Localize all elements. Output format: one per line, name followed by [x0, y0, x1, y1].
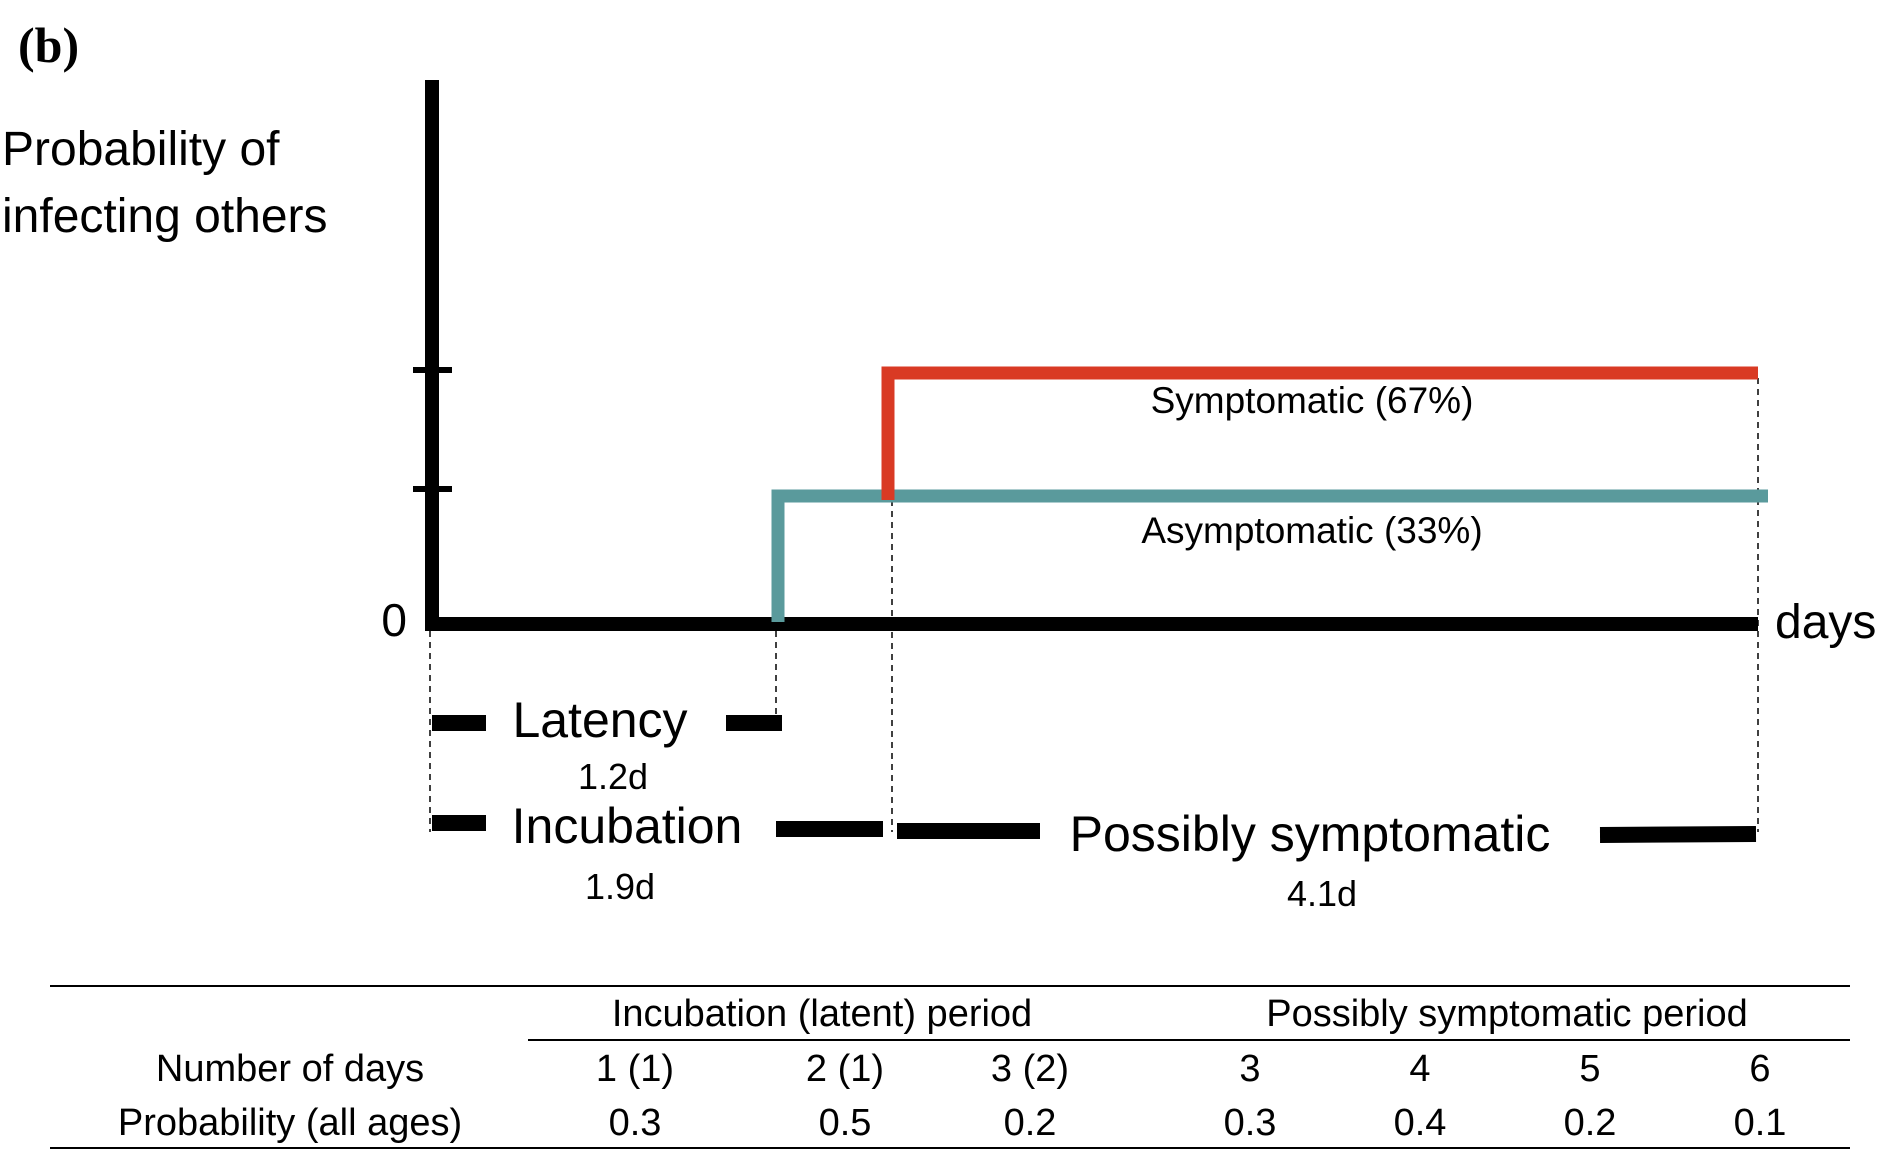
x-axis-zero-label: 0 — [381, 594, 407, 646]
probability-table: Incubation (latent) period Possibly symp… — [50, 985, 1850, 1149]
symptomatic-curve — [881, 366, 1758, 500]
table-cell-days-2: 2 (1) — [806, 1048, 884, 1090]
table-cell-days-6: 5 — [1579, 1048, 1600, 1090]
latency-label: Latency — [512, 692, 687, 748]
incubation-label: Incubation — [512, 798, 743, 854]
table-cell-days-4: 3 — [1239, 1048, 1260, 1090]
table-cell-probability-3: 0.2 — [1004, 1102, 1057, 1144]
table-cell-probability-7: 0.1 — [1734, 1102, 1787, 1144]
table-cell-probability-4: 0.3 — [1224, 1102, 1277, 1144]
y-axis-label-line1: Probability of — [2, 123, 280, 176]
possibly-symptomatic-bar-right — [1599, 826, 1757, 843]
panel-label: (b) — [18, 17, 79, 73]
table-row-label-probability: Probability (all ages) — [118, 1102, 462, 1144]
table-cell-days-1: 1 (1) — [596, 1048, 674, 1090]
table-row-label-days: Number of days — [156, 1048, 424, 1090]
table-cell-probability-2: 0.5 — [819, 1102, 872, 1144]
asymptomatic-curve — [771, 489, 1768, 622]
symptomatic-curve-label: Symptomatic (67%) — [1151, 380, 1474, 421]
table-cell-days-3: 3 (2) — [991, 1048, 1069, 1090]
table-group-header-symptomatic: Possibly symptomatic period — [1266, 993, 1748, 1035]
y-axis-label-line2: infecting others — [2, 190, 328, 243]
possibly-symptomatic-label: Possibly symptomatic — [1070, 806, 1551, 862]
table-cell-probability-6: 0.2 — [1564, 1102, 1617, 1144]
table-cell-probability-1: 0.3 — [609, 1102, 662, 1144]
possibly-symptomatic-duration: 4.1d — [1287, 873, 1357, 914]
latency-duration: 1.2d — [578, 756, 648, 797]
table-group-header-incubation: Incubation (latent) period — [612, 993, 1032, 1035]
asymptomatic-curve-label: Asymptomatic (33%) — [1141, 510, 1482, 551]
table-cell-days-5: 4 — [1409, 1048, 1430, 1090]
table-cell-days-7: 6 — [1749, 1048, 1770, 1090]
incubation-duration: 1.9d — [585, 866, 655, 907]
x-axis-label: days — [1775, 596, 1876, 649]
table-cell-probability-5: 0.4 — [1394, 1102, 1447, 1144]
